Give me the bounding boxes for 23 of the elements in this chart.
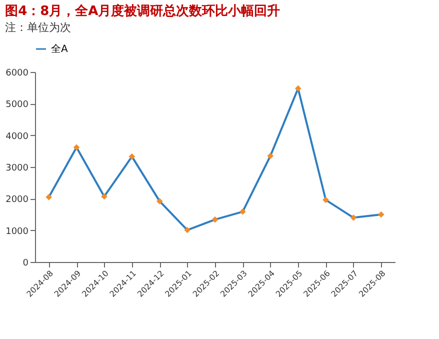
point (46, 194, 52, 200)
point (322, 196, 329, 204)
point (128, 153, 136, 160)
y-tick-label: 5000 (6, 100, 29, 110)
legend-label: 全A (51, 43, 68, 55)
point (378, 211, 384, 218)
point (212, 216, 218, 223)
y-tick-label: 3000 (6, 164, 29, 174)
y-tick-label: 4000 (6, 132, 29, 142)
y-tick-label: 0 (22, 258, 29, 268)
point (267, 152, 274, 160)
y-tick-label: 2000 (6, 195, 29, 206)
point (240, 208, 246, 215)
point (350, 214, 357, 221)
point (156, 198, 163, 204)
point (73, 144, 80, 151)
point (184, 226, 190, 234)
point (101, 193, 108, 200)
text: 注：单位为次 (5, 21, 72, 34)
point (294, 85, 302, 92)
y-tick-label: 1000 (6, 226, 29, 237)
y-tick-label: 6000 (6, 68, 29, 78)
chart-title: 图4：8月，全A月度被调研总次数环比小幅回升 (5, 3, 280, 19)
